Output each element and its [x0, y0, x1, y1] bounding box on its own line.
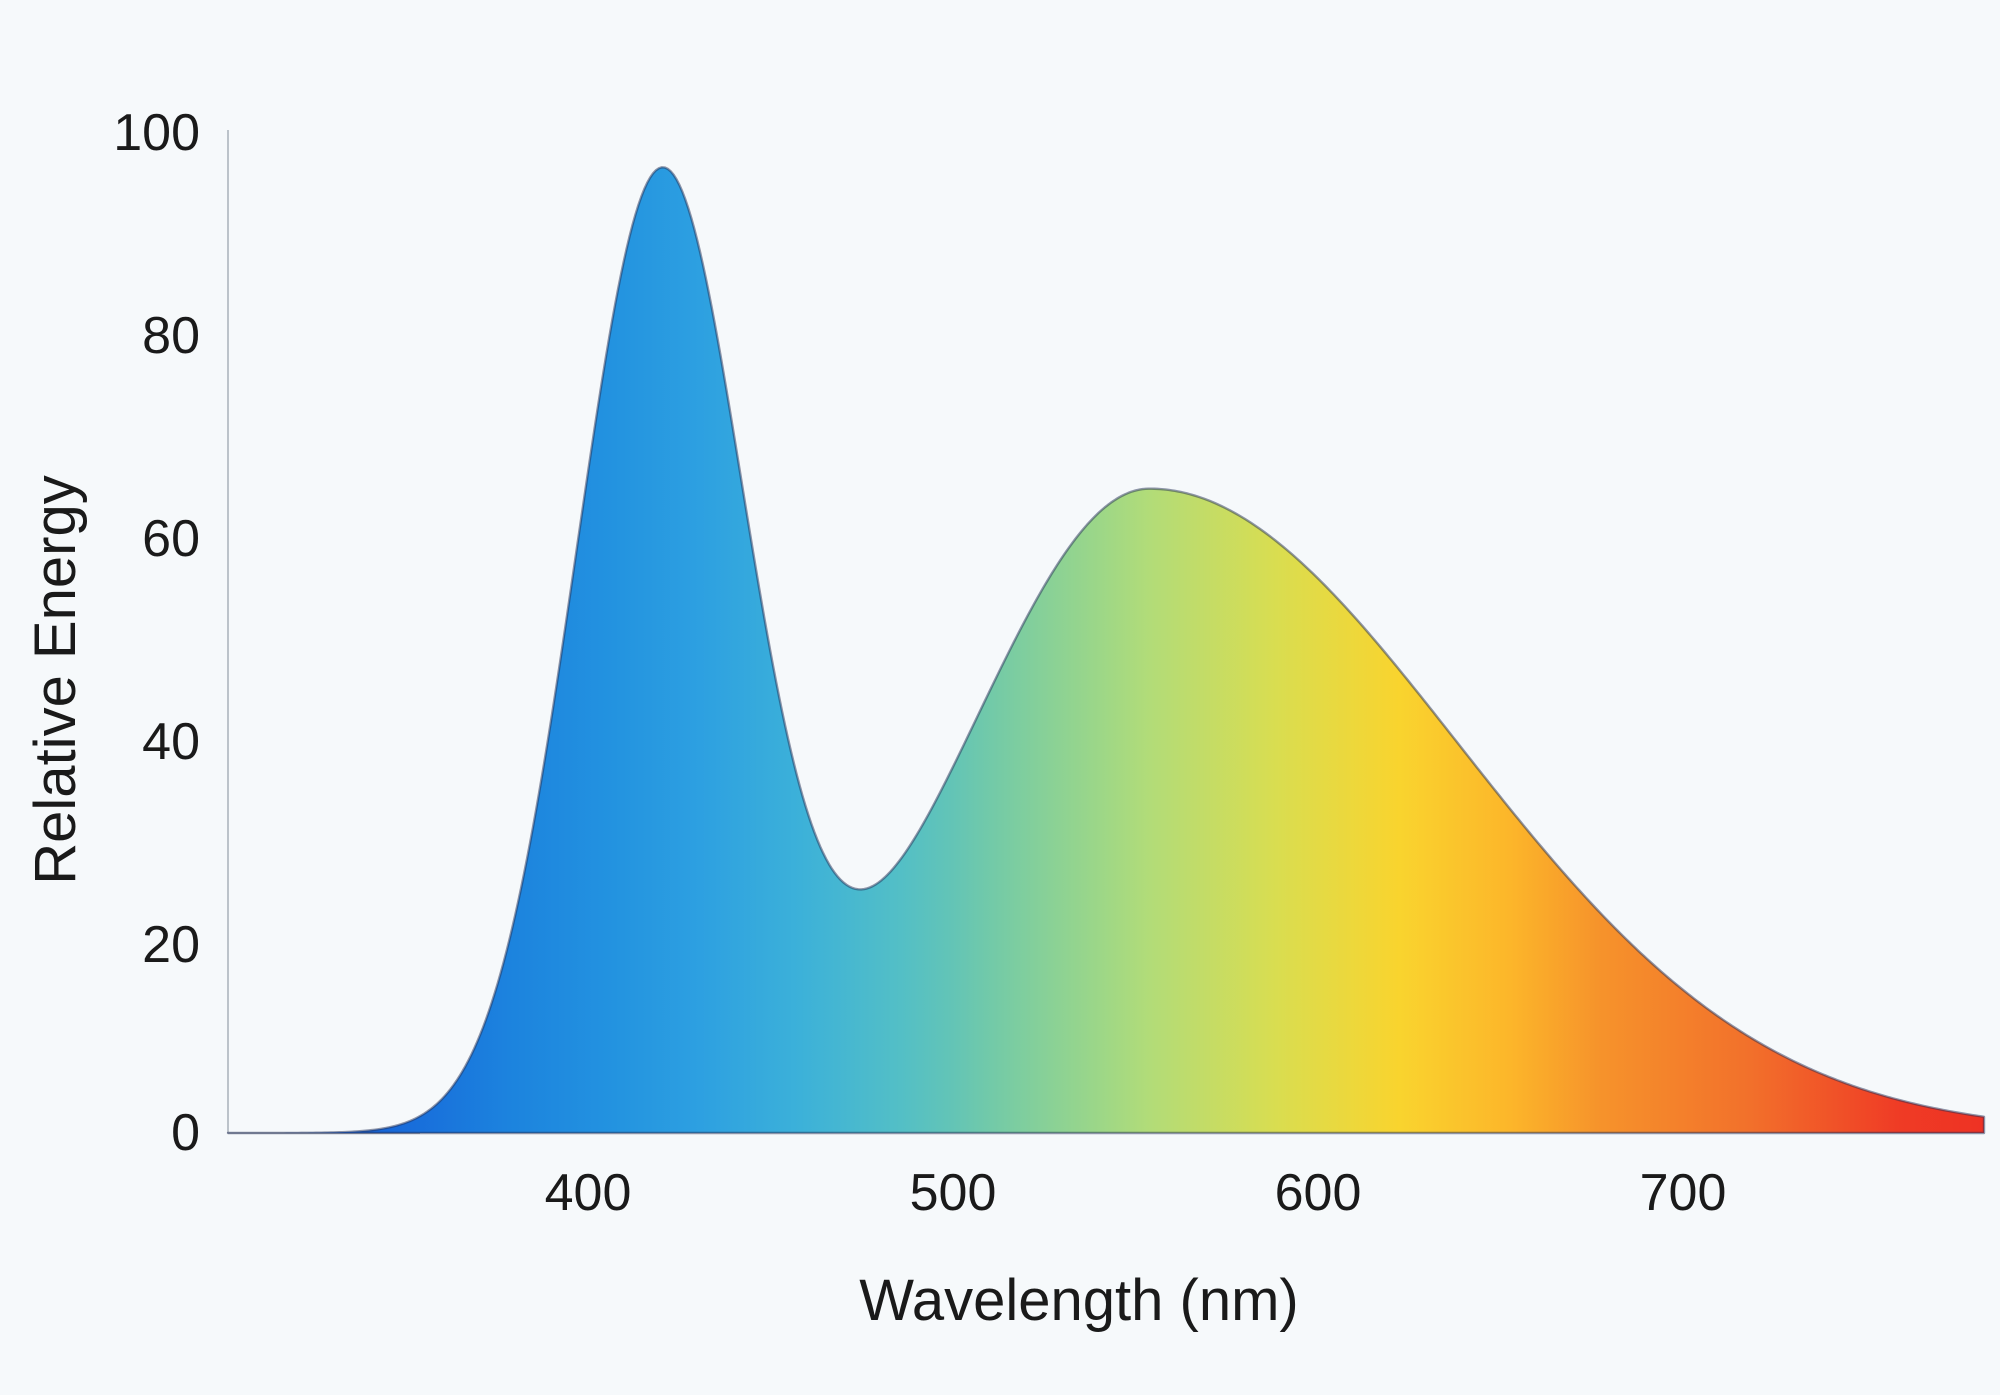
svg-text:20: 20 — [142, 916, 200, 974]
svg-text:40: 40 — [142, 713, 200, 771]
svg-text:Relative Energy: Relative Energy — [23, 475, 88, 884]
svg-text:0: 0 — [171, 1104, 200, 1162]
svg-text:Wavelength (nm): Wavelength (nm) — [859, 1268, 1298, 1333]
svg-text:600: 600 — [1275, 1164, 1362, 1222]
svg-text:400: 400 — [545, 1164, 632, 1222]
svg-text:100: 100 — [113, 104, 200, 162]
svg-text:80: 80 — [142, 307, 200, 365]
svg-text:500: 500 — [910, 1164, 997, 1222]
svg-text:700: 700 — [1640, 1164, 1727, 1222]
svg-text:60: 60 — [142, 510, 200, 568]
